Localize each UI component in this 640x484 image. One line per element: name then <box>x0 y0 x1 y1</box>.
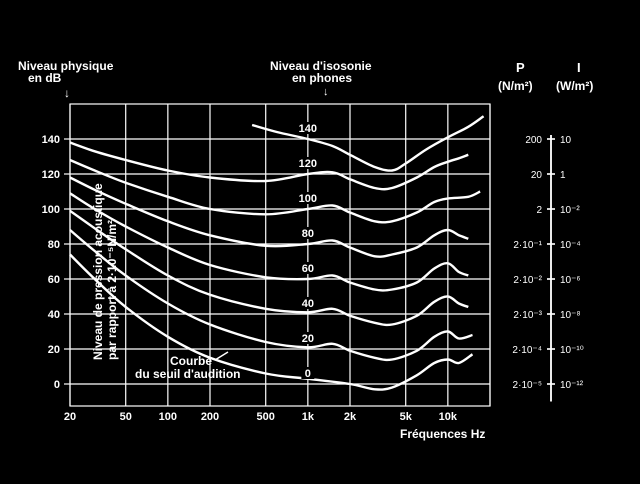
isophone-curve-140 <box>251 115 485 172</box>
phon-label-bg-100 <box>294 192 322 204</box>
x-tick-label-100: 100 <box>159 411 177 423</box>
isophone-curve-20 <box>69 229 473 362</box>
top-label-arrow: ↓ <box>64 86 70 100</box>
p-label-140: 200 <box>525 135 542 146</box>
isophone-curve-40 <box>69 209 469 327</box>
i-label-0: 10⁻¹² <box>560 380 584 391</box>
y-tick-label-100: 100 <box>42 204 60 216</box>
y-axis-label: Niveau de pression acoustique par rappor… <box>91 183 119 360</box>
i-label-20: 10⁻¹⁰ <box>560 345 584 356</box>
phon-label-100: 100 <box>299 193 317 205</box>
i-label-120: 1 <box>560 170 566 181</box>
isophone-curve-100 <box>69 158 481 224</box>
chart-grid <box>69 103 491 407</box>
phon-label-80: 80 <box>302 228 314 240</box>
y-tick-label-0: 0 <box>54 379 60 391</box>
phon-label-20: 20 <box>302 333 314 345</box>
y-tick-label-40: 40 <box>48 309 60 321</box>
i-label-100: 10⁻² <box>560 205 580 216</box>
phon-label-bg-60 <box>297 262 318 274</box>
isophone-curve-0 <box>69 253 474 391</box>
y-tick-labels: 0 20 40 60 80 100 120 140 <box>42 134 70 391</box>
x-axis-label: Fréquences Hz <box>400 427 485 441</box>
intensity-scale: 10 1 10⁻² 10⁻⁴ 10⁻⁶ 10⁻⁸ 10⁻¹⁰ 10⁻¹² <box>547 135 584 402</box>
i-axis-unit: (W/m²) <box>556 79 593 93</box>
isophone-curve-80 <box>69 176 469 258</box>
phon-label-bg-140 <box>294 122 322 134</box>
top-label-line-2: en dB <box>28 71 62 85</box>
x-tick-label-10k: 10k <box>439 411 458 423</box>
phon-label-60: 60 <box>302 263 314 275</box>
isophone-curve-120 <box>69 141 469 191</box>
y-tick-label-80: 80 <box>48 239 60 251</box>
phon-label-bg-120 <box>294 157 322 169</box>
y-tick-label-20: 20 <box>48 344 60 356</box>
y-axis-label-line-2: par rapport à 2·10⁻⁵N/m² <box>105 220 119 360</box>
x-tick-label-20: 20 <box>64 411 76 423</box>
y-axis-label-line-1: Niveau de pression acoustique <box>91 183 105 360</box>
threshold-label-arrow <box>214 351 229 361</box>
i-label-140: 10 <box>560 135 572 146</box>
iso-title-line-1: Niveau d'isosonie <box>270 59 372 73</box>
x-tick-label-5k: 5k <box>400 411 413 423</box>
p-axis-unit: (N/m²) <box>498 79 533 93</box>
iso-title-line-2: en phones <box>292 71 352 85</box>
y-tick-label-60: 60 <box>48 274 60 286</box>
phon-label-0: 0 <box>305 368 311 380</box>
p-label-60: 2·10⁻² <box>513 275 542 286</box>
p-label-40: 2·10⁻³ <box>513 310 542 321</box>
phon-label-bg-20 <box>297 332 318 344</box>
x-tick-label-2k: 2k <box>344 411 357 423</box>
p-label-20: 2·10⁻⁴ <box>512 345 542 356</box>
threshold-label-line-2: du seuil d'audition <box>135 367 241 381</box>
p-label-80: 2·10⁻¹ <box>513 240 542 251</box>
y-tick-label-120: 120 <box>42 169 60 181</box>
i-axis-title: I <box>577 60 581 75</box>
x-tick-label-500: 500 <box>257 411 275 423</box>
phon-label-40: 40 <box>302 298 314 310</box>
phon-label-120: 120 <box>299 158 317 170</box>
p-label-0: 2·10⁻⁵ <box>513 380 542 391</box>
x-tick-labels: 20 50 100 200 500 1k 2k 5k 10k <box>64 411 458 423</box>
phon-labels: 0 20 40 60 80 100 120 140 <box>294 122 322 380</box>
p-label-120: 20 <box>531 170 543 181</box>
i-label-60: 10⁻⁶ <box>560 275 581 286</box>
x-tick-label-50: 50 <box>120 411 132 423</box>
x-tick-label-200: 200 <box>201 411 219 423</box>
p-axis-title: P <box>516 60 525 75</box>
p-label-100: 2 <box>536 205 542 216</box>
phon-label-bg-40 <box>297 297 318 309</box>
x-tick-label-1k: 1k <box>302 411 315 423</box>
y-tick-label-140: 140 <box>42 134 60 146</box>
phon-label-bg-80 <box>297 227 318 239</box>
pressure-scale: 200 20 2 2·10⁻¹ 2·10⁻² 2·10⁻³ 2·10⁻⁴ 2·10⁻⁵ <box>512 135 555 402</box>
top-label-line-1: Niveau physique <box>18 59 114 73</box>
isophone-curves <box>69 115 485 391</box>
threshold-label-line-1: Courbe <box>170 354 212 368</box>
phon-label-bg-0 <box>301 367 315 379</box>
iso-title-arrow: ↓ <box>323 86 329 98</box>
isophone-curve-60 <box>69 192 469 292</box>
i-label-40: 10⁻⁸ <box>560 310 581 321</box>
i-label-80: 10⁻⁴ <box>560 240 581 251</box>
phon-label-140: 140 <box>299 123 317 135</box>
